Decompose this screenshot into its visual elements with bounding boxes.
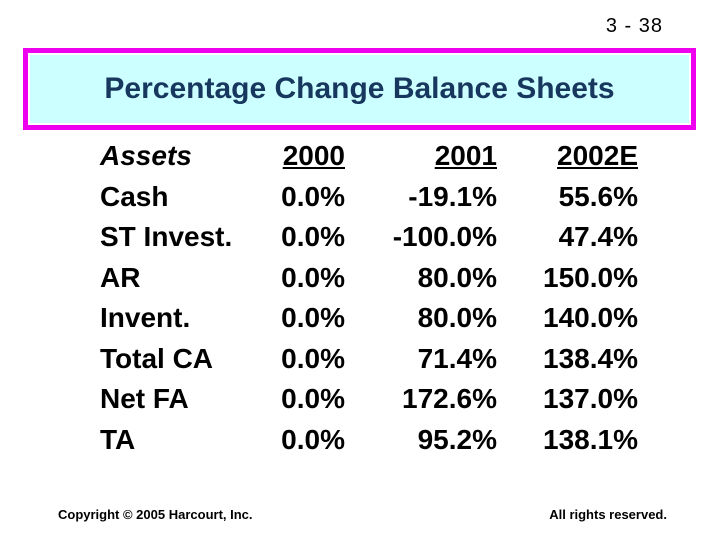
cell-value: 0.0%	[281, 383, 345, 415]
cell-value: 95.2%	[417, 423, 497, 455]
row-label: TA	[100, 423, 136, 455]
row-label: Net FA	[100, 383, 189, 415]
cell-value: 0.0%	[281, 180, 345, 212]
rights-notice: All rights reserved.	[549, 507, 667, 522]
page-title: Percentage Change Balance Sheets	[104, 72, 615, 105]
cell-value: -100.0%	[392, 221, 497, 253]
cell-value: 137.0%	[543, 383, 638, 415]
copyright-notice: Copyright © 2005 Harcourt, Inc.	[58, 507, 253, 522]
slide-number: 3 - 38	[605, 15, 663, 37]
cell-value: 0.0%	[281, 221, 345, 253]
cell-value: 80.0%	[417, 261, 497, 293]
row-label: AR	[100, 261, 141, 293]
cell-value: 0.0%	[281, 261, 345, 293]
cell-value: 138.1%	[543, 423, 638, 455]
column-header-year: 2000	[282, 140, 345, 172]
column-header-year: 2001	[434, 140, 497, 172]
title-box-fill: Percentage Change Balance Sheets	[30, 55, 689, 123]
cell-value: 150.0%	[543, 261, 638, 293]
cell-value: 47.4%	[558, 221, 638, 253]
row-label: ST Invest.	[100, 221, 233, 253]
cell-value: 172.6%	[402, 383, 497, 415]
cell-value: -19.1%	[408, 180, 497, 212]
row-label: Total CA	[100, 342, 214, 374]
row-label: Invent.	[100, 302, 191, 334]
cell-value: 80.0%	[417, 302, 497, 334]
column-header-year: 2002E	[557, 140, 638, 172]
cell-value: 55.6%	[558, 180, 638, 212]
cell-value: 0.0%	[281, 302, 345, 334]
cell-value: 0.0%	[281, 342, 345, 374]
cell-value: 140.0%	[543, 302, 638, 334]
cell-value: 71.4%	[417, 342, 497, 374]
balance-sheet-table: Assets 2000 2001 2002E Cash 0.0% -19.1% 55.6% ST…	[100, 136, 638, 460]
title-box: Percentage Change Balance Sheets	[23, 48, 696, 130]
cell-value: 138.4%	[543, 342, 638, 374]
column-header-assets: Assets	[100, 140, 192, 172]
row-label: Cash	[100, 180, 169, 212]
cell-value: 0.0%	[281, 423, 345, 455]
